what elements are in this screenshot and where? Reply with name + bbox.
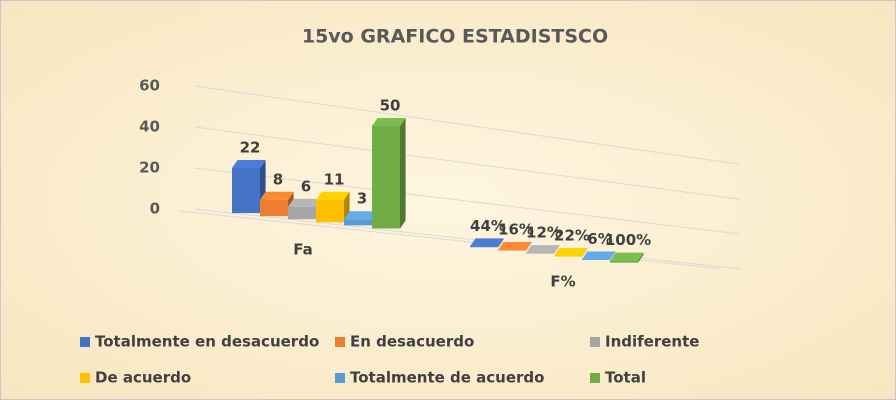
bar — [554, 248, 588, 257]
bar-face — [372, 117, 406, 126]
bar-face — [288, 198, 322, 207]
grid-line — [194, 208, 741, 270]
legend-swatch — [335, 337, 345, 347]
data-label: 8 — [273, 170, 283, 188]
legend-label: De acuerdo — [95, 369, 191, 387]
data-label: 44% — [470, 217, 506, 235]
y-tick-label: 0 — [150, 200, 160, 218]
bar-face — [288, 206, 316, 220]
data-label: 22 — [240, 138, 261, 156]
bar-face — [498, 250, 526, 251]
bar-face — [638, 252, 644, 263]
legend-label: En desacuerdo — [350, 333, 474, 351]
bar-face — [372, 125, 400, 229]
bar-face — [316, 191, 350, 200]
bar-face — [610, 260, 638, 263]
bar-face — [400, 117, 406, 229]
legend-swatch — [335, 373, 345, 383]
x-tick-label: Fa — [293, 241, 313, 259]
bar-face — [610, 251, 616, 260]
bar — [526, 245, 560, 254]
bar-face — [316, 199, 344, 223]
y-tick-label: 60 — [139, 77, 160, 95]
bar-face — [260, 199, 288, 217]
bar-face — [526, 253, 554, 254]
bar-face — [260, 191, 294, 200]
data-label: 6 — [301, 177, 311, 195]
data-label: 16% — [498, 221, 534, 239]
legend-label: Total — [605, 369, 646, 387]
bar-face — [344, 219, 372, 226]
bar-face — [554, 256, 582, 257]
data-label: 100% — [605, 231, 651, 249]
legend-swatch — [590, 373, 600, 383]
bar-face — [554, 245, 560, 254]
bar-face — [232, 167, 260, 214]
bar-face — [610, 252, 644, 261]
bar — [232, 159, 266, 214]
bar-face — [582, 248, 588, 257]
data-label: 3 — [357, 190, 367, 208]
chart-title: 15vo GRAFICO ESTADISTSCO — [302, 26, 608, 48]
bar-face — [344, 211, 378, 220]
bar-face — [526, 245, 560, 254]
bar-face — [232, 159, 266, 168]
bar — [470, 238, 504, 248]
x-tick-label: F% — [550, 273, 575, 291]
bar-face — [470, 246, 498, 248]
data-label: 12% — [526, 224, 562, 242]
legend-swatch — [80, 373, 90, 383]
bar — [498, 242, 532, 251]
bar-face — [498, 238, 504, 248]
bar-face — [582, 259, 610, 260]
legend-label: Totalmente en desacuerdo — [95, 333, 319, 351]
bar — [372, 117, 406, 229]
grid-line — [194, 85, 741, 165]
bar-face — [582, 251, 616, 260]
data-label: 11 — [324, 170, 345, 188]
legend-swatch — [80, 337, 90, 347]
data-label: 22% — [554, 227, 590, 245]
legend-label: Totalmente de acuerdo — [350, 369, 544, 387]
y-tick-label: 20 — [139, 159, 160, 177]
y-tick-label: 40 — [139, 118, 160, 136]
bar-face — [470, 238, 504, 247]
bar-face — [554, 248, 588, 257]
data-label: 6% — [587, 230, 612, 248]
bar-face — [526, 242, 532, 251]
bar — [260, 191, 294, 217]
grid-line — [194, 126, 741, 200]
bar — [582, 251, 616, 260]
grid-line — [194, 167, 741, 235]
bar-face — [498, 242, 532, 251]
bar — [316, 191, 350, 223]
data-label: 50 — [380, 96, 401, 114]
bar — [610, 252, 644, 263]
legend-label: Indiferente — [605, 333, 699, 351]
legend-swatch — [590, 337, 600, 347]
